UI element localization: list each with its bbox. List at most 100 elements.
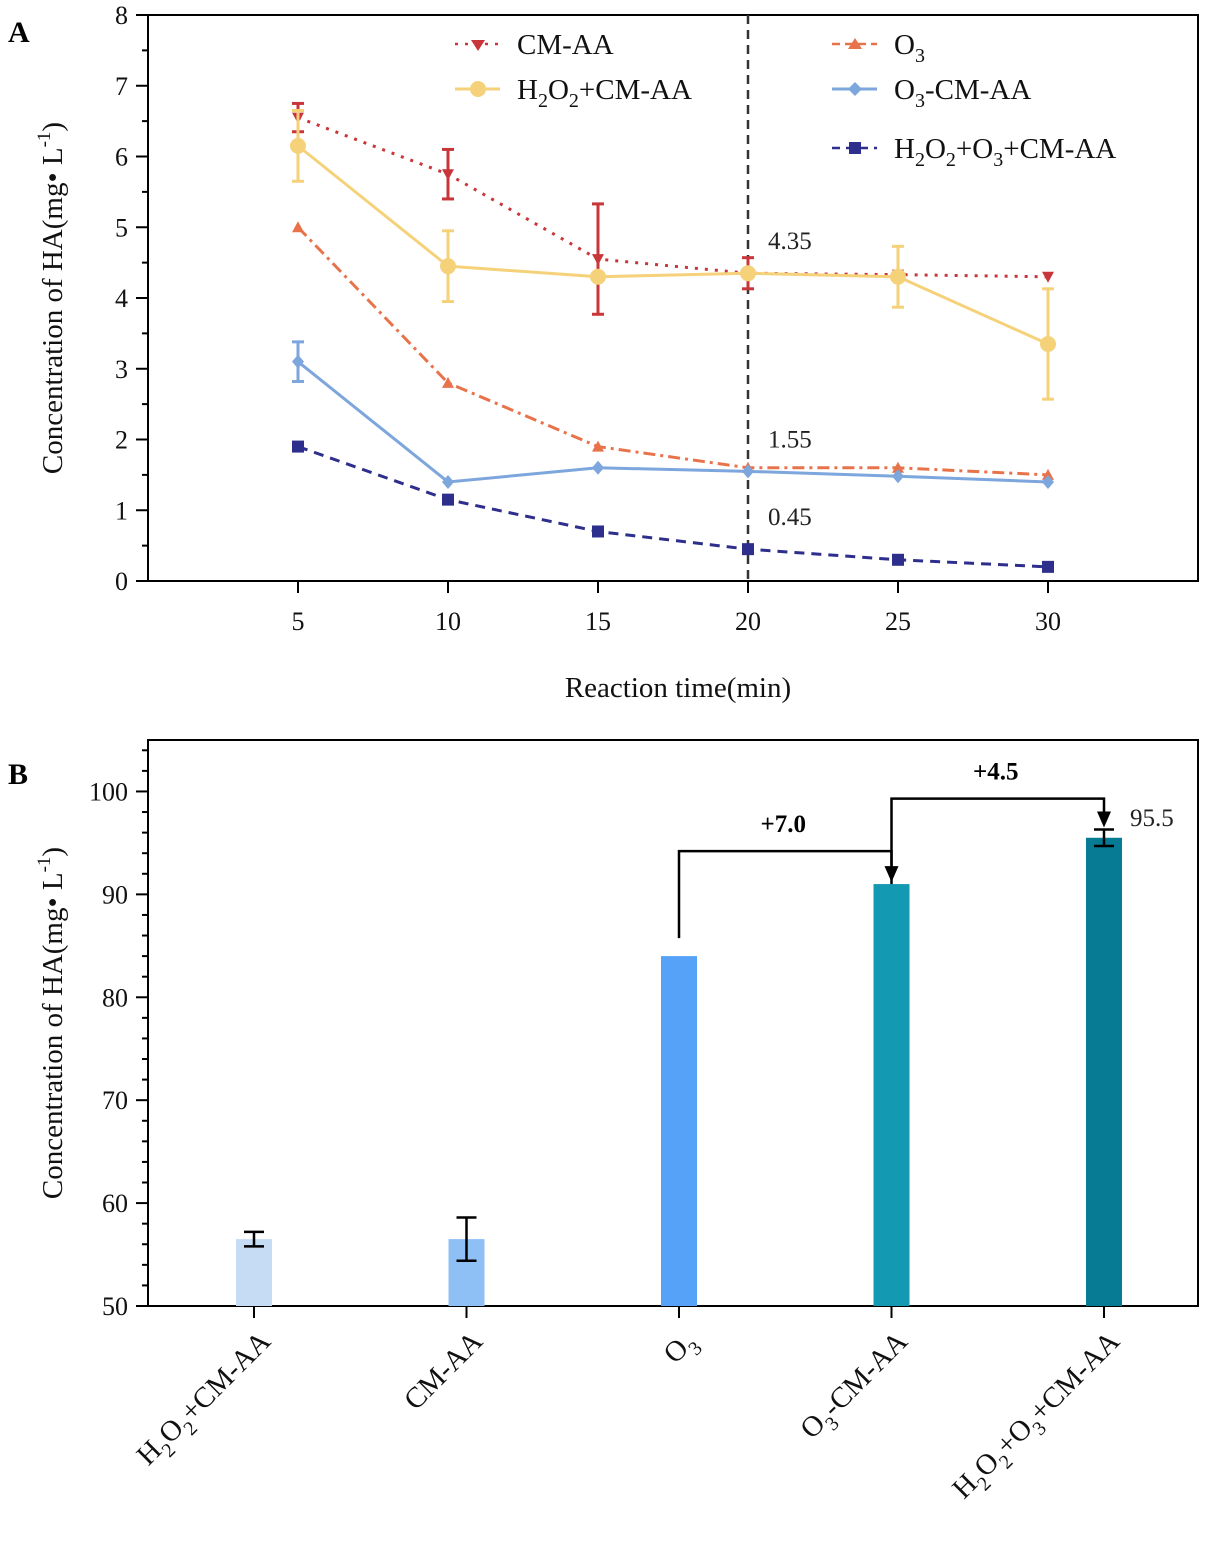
legend-item-o3-cm-aa: O3-CM-AA bbox=[832, 74, 1031, 112]
x-tick-label: 10 bbox=[435, 607, 461, 636]
series-line bbox=[297, 360, 1049, 484]
data-point bbox=[592, 525, 604, 538]
bar-value-label: 95.5 bbox=[1130, 805, 1174, 832]
x-tick-label: 15 bbox=[585, 607, 611, 636]
legend-marker-o3 bbox=[848, 38, 862, 49]
category-label-h2o2-cm-aa: H2O2+CM-AA bbox=[131, 1325, 282, 1476]
y-tick-label: 50 bbox=[102, 1292, 128, 1321]
y-tick-label: 70 bbox=[102, 1086, 128, 1115]
data-point bbox=[440, 258, 456, 275]
x-tick-label: 5 bbox=[292, 607, 305, 636]
y-tick-label: 7 bbox=[115, 72, 128, 101]
series-h2o2-o3-cm-aa bbox=[292, 440, 1054, 573]
data-point bbox=[592, 254, 604, 266]
x-tick-label: 25 bbox=[885, 607, 911, 636]
legend-marker-cm-aa bbox=[471, 40, 485, 51]
y-tick-label: 90 bbox=[102, 880, 128, 909]
data-point bbox=[892, 461, 904, 473]
data-point bbox=[742, 464, 754, 479]
x-tick-label: 30 bbox=[1035, 607, 1061, 636]
data-point bbox=[1040, 335, 1056, 352]
y-tick-label: 60 bbox=[102, 1189, 128, 1218]
series-o3 bbox=[292, 221, 1054, 480]
data-point bbox=[1042, 560, 1054, 573]
data-point bbox=[592, 440, 604, 452]
data-point bbox=[742, 543, 754, 556]
data-point bbox=[1042, 468, 1054, 480]
data-point bbox=[292, 354, 304, 369]
y-tick-label: 2 bbox=[115, 426, 128, 455]
series-o3-cm-aa bbox=[292, 340, 1054, 489]
bar-h2o2-o3-cm-aa bbox=[1086, 837, 1122, 1306]
data-point bbox=[292, 221, 304, 233]
difference-label: +4.5 bbox=[973, 759, 1019, 786]
data-point bbox=[442, 474, 454, 489]
difference-label: +7.0 bbox=[761, 811, 807, 838]
y-tick-label: 1 bbox=[115, 496, 128, 525]
bar-o3 bbox=[661, 956, 697, 1306]
data-point bbox=[442, 376, 454, 388]
data-point bbox=[592, 460, 604, 475]
legend-label-o3-cm-aa: O3-CM-AA bbox=[894, 74, 1031, 112]
legend-marker-o3-cm-aa bbox=[848, 82, 862, 96]
data-point bbox=[292, 440, 304, 453]
x-tick-label: 20 bbox=[735, 607, 761, 636]
bar-o3-cm-aa bbox=[873, 884, 910, 1306]
legend-marker-h2o2-cm-aa bbox=[470, 81, 486, 97]
data-point bbox=[1042, 271, 1054, 283]
legend-label-cm-aa: CM-AA bbox=[517, 29, 614, 61]
chart-a: 0 1 2 3 4 5 6 7 8 5 10 15 20 25 30 4.35 1.55 0.45 Reacti… bbox=[34, 1, 1199, 704]
chart-b: 50 60 70 80 90 100 +7.0 +4.5 95.5 Concentratio… bbox=[34, 739, 1199, 1510]
legend-item-h2o2-o3-cm-aa: H2O2+O3+CM-AA bbox=[832, 133, 1116, 171]
bracket-line bbox=[677, 849, 893, 939]
data-point bbox=[892, 553, 904, 566]
data-point bbox=[590, 268, 606, 285]
category-label-h2o2-o3-cm-aa: H2O2+O3+CM-AA bbox=[946, 1325, 1131, 1510]
value-annotation: 1.55 bbox=[768, 426, 812, 453]
bracket-line bbox=[890, 797, 1106, 885]
y-tick-label: 4 bbox=[115, 284, 128, 313]
data-point bbox=[890, 268, 906, 285]
y-tick-label: 8 bbox=[115, 1, 128, 30]
value-annotation: 4.35 bbox=[768, 228, 812, 255]
y-tick-label: 6 bbox=[115, 143, 128, 172]
y-tick-label: 5 bbox=[115, 213, 128, 242]
y-tick-label: 0 bbox=[115, 567, 128, 596]
panel-b-label: B bbox=[8, 758, 28, 791]
legend-label-h2o2-cm-aa: H2O2+CM-AA bbox=[517, 74, 692, 112]
y-tick-label: 80 bbox=[102, 983, 128, 1012]
category-label-o3-cm-aa: O3-CM-AA bbox=[794, 1325, 919, 1450]
chart-b-y-axis-label: Concentration of HA(mg• L-1) bbox=[34, 847, 69, 1199]
data-point bbox=[442, 169, 454, 181]
y-tick-label: 3 bbox=[115, 355, 128, 384]
series-line bbox=[296, 226, 1049, 477]
legend-item-h2o2-cm-aa: H2O2+CM-AA bbox=[455, 74, 692, 112]
comparison-bracket: +7.0 bbox=[677, 811, 899, 939]
panel-a-label: A bbox=[8, 16, 30, 49]
category-label-cm-aa: CM-AA bbox=[398, 1325, 489, 1416]
legend-label-h2o2-o3-cm-aa: H2O2+O3+CM-AA bbox=[894, 133, 1116, 171]
value-annotation: 0.45 bbox=[768, 504, 812, 531]
data-point bbox=[290, 137, 306, 154]
legend-item-o3: O3 bbox=[832, 29, 925, 67]
chart-b-category-labels: H2O2+CM-AA CM-AA O3 O3-CM-AA H2O2+O3+CM-… bbox=[131, 1325, 1131, 1510]
data-point bbox=[1042, 474, 1054, 489]
legend-item-cm-aa: CM-AA bbox=[455, 29, 614, 61]
data-point bbox=[740, 265, 756, 282]
data-point bbox=[442, 493, 454, 506]
series-line bbox=[297, 144, 1049, 346]
chart-a-legend: CM-AA H2O2+CM-AA O3 O3-CM-AA H2O2+O3+CM- bbox=[455, 29, 1116, 171]
category-label-o3: O3 bbox=[657, 1325, 706, 1374]
legend-label-o3: O3 bbox=[894, 29, 925, 67]
data-point bbox=[892, 469, 904, 484]
bar-h2o2-cm-aa bbox=[236, 1239, 272, 1306]
y-tick-label: 100 bbox=[89, 777, 128, 806]
arrow-head bbox=[1097, 811, 1111, 828]
series-line bbox=[297, 445, 1049, 569]
chart-a-y-axis-label: Concentration of HA(mg• L-1) bbox=[34, 122, 69, 474]
series-h2o2-cm-aa bbox=[290, 109, 1056, 401]
chart-a-x-axis-label: Reaction time(min) bbox=[565, 672, 791, 704]
legend-marker-h2o2-o3-cm-aa bbox=[849, 142, 861, 154]
comparison-bracket: +4.5 bbox=[890, 759, 1111, 885]
